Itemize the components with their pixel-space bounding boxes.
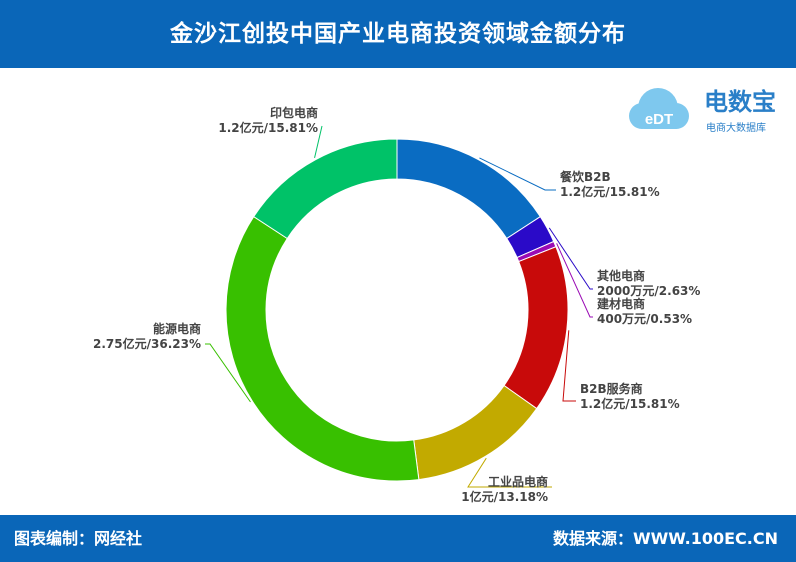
logo-cloud-text: eDT <box>645 111 673 128</box>
leader-line-4 <box>467 457 552 488</box>
leader-line-6 <box>314 125 323 159</box>
slice-5 <box>225 215 420 482</box>
slice-0 <box>396 138 541 240</box>
slice-4 <box>413 384 538 481</box>
logo: eDT 电数宝 电商大数据库 <box>629 88 776 134</box>
leaders-group <box>205 125 593 488</box>
slice-name-label-1: 其他电商 <box>597 268 645 283</box>
slice-name-label-6: 印包电商 <box>270 105 318 120</box>
leader-line-3 <box>562 330 576 402</box>
footer-credit: 图表编制：网经社 <box>14 529 143 548</box>
logo-text: 电数宝 <box>704 88 776 116</box>
slice-name-label-5: 能源电商 <box>153 321 201 336</box>
leader-line-0 <box>479 157 556 191</box>
leader-line-2 <box>556 243 593 318</box>
slices-group <box>225 138 569 482</box>
slice-name-label-3: B2B服务商 <box>580 381 643 396</box>
footer-bar: 图表编制：网经社 数据来源：WWW.100EC.CN <box>0 515 796 562</box>
slice-value-label-2: 400万元/0.53% <box>597 312 692 326</box>
labels-group: 餐饮B2B1.2亿元/15.81%其他电商2000万元/2.63%建材电商400… <box>93 105 700 504</box>
header-bar <box>0 0 796 68</box>
slice-value-label-6: 1.2亿元/15.81% <box>218 120 318 135</box>
slice-value-label-0: 1.2亿元/15.81% <box>560 184 660 199</box>
slice-6 <box>253 138 398 240</box>
footer-source: 数据来源：WWW.100EC.CN <box>552 529 778 548</box>
slice-name-label-2: 建材电商 <box>596 296 645 311</box>
slice-value-label-5: 2.75亿元/36.23% <box>93 336 201 351</box>
slice-value-label-1: 2000万元/2.63% <box>597 284 700 298</box>
slice-name-label-4: 工业品电商 <box>488 474 548 489</box>
leader-line-1 <box>548 227 593 290</box>
slice-value-label-4: 1亿元/13.18% <box>461 489 548 504</box>
slice-name-label-0: 餐饮B2B <box>560 169 611 184</box>
donut-chart: 餐饮B2B1.2亿元/15.81%其他电商2000万元/2.63%建材电商400… <box>93 105 700 504</box>
leader-line-5 <box>205 343 251 403</box>
slice-value-label-3: 1.2亿元/15.81% <box>580 396 680 411</box>
cloud-icon <box>629 88 689 129</box>
slice-3 <box>503 246 569 410</box>
logo-subtitle: 电商大数据库 <box>706 121 766 134</box>
page-title: 金沙江创投中国产业电商投资领域金额分布 <box>170 21 626 47</box>
